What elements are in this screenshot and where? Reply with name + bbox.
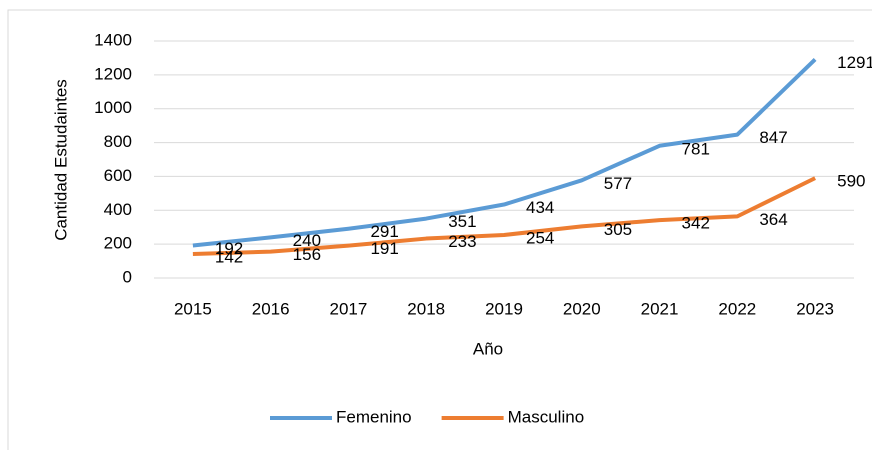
y-tick-label: 1200 [94,64,132,83]
y-axis-label: Cantidad Estudaintes [51,79,70,241]
x-tick-label: 2017 [330,299,368,318]
data-label: 847 [759,128,787,147]
y-tick-label: 200 [104,234,132,253]
data-label: 781 [682,139,710,158]
x-tick-label: 2018 [407,299,445,318]
y-tick-label: 600 [104,166,132,185]
x-tick-label: 2016 [252,299,290,318]
x-tick-label: 2021 [641,299,679,318]
data-label: 254 [526,228,554,247]
y-tick-label: 1400 [94,30,132,49]
y-tick-label: 0 [123,267,132,286]
series-line [192,58,817,248]
legend-label: Femenino [336,407,412,426]
data-label: 233 [448,232,476,251]
data-label: 305 [604,220,632,239]
x-axis-label: Año [473,339,503,358]
x-tick-label: 2020 [563,299,601,318]
data-label: 434 [526,198,554,217]
data-label: 342 [682,214,710,233]
data-label: 590 [837,172,865,191]
data-label: 1291 [837,53,872,72]
y-tick-label: 400 [104,200,132,219]
data-label: 142 [215,247,243,266]
data-label: 351 [448,212,476,231]
data-label: 291 [370,222,398,241]
x-tick-label: 2019 [485,299,523,318]
data-label: 156 [293,245,321,264]
data-label: 192 [215,239,243,258]
x-tick-label: 2023 [796,299,834,318]
legend-label: Masculino [508,407,585,426]
x-tick-label: 2022 [718,299,756,318]
data-label: 364 [759,210,787,229]
y-tick-label: 1000 [94,98,132,117]
data-label: 191 [370,239,398,258]
x-tick-label: 2015 [174,299,212,318]
data-label: 577 [604,174,632,193]
chart-frame [7,9,872,450]
series-line [192,176,816,256]
data-label: 240 [293,231,321,250]
y-tick-label: 800 [104,132,132,151]
